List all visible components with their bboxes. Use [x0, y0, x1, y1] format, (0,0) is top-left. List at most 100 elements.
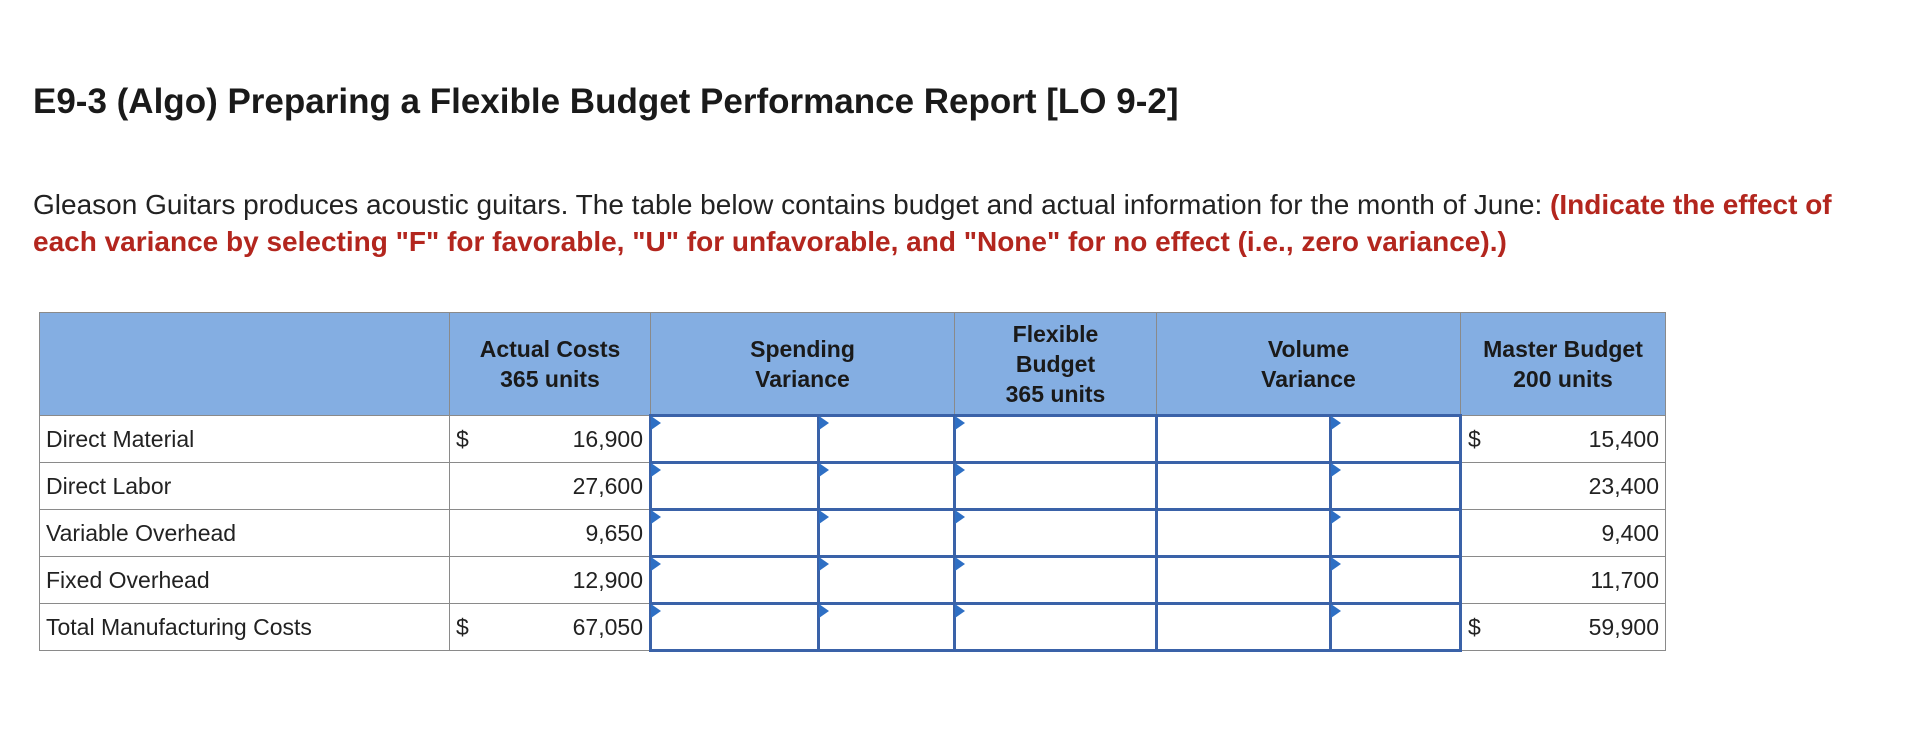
- column-header-line: Variance: [755, 365, 850, 392]
- column-header-line: Spending: [750, 335, 855, 362]
- input-cell[interactable]: [649, 602, 820, 652]
- input-cell[interactable]: [649, 414, 820, 464]
- dropdown-marker: [819, 557, 829, 571]
- row-label: Direct Material: [39, 415, 450, 463]
- input-cell[interactable]: [953, 602, 1158, 652]
- table-body: Direct Material $16,900 $15,400 Direct Labo…: [39, 414, 1666, 652]
- amount: 9,650: [585, 519, 643, 546]
- table-row: Total Manufacturing Costs $67,050 $59,900: [39, 602, 1666, 652]
- dropdown-marker: [1331, 510, 1341, 524]
- column-header: Master Budget 200 units: [1460, 312, 1666, 416]
- column-header-line: Budget: [1015, 350, 1096, 377]
- dropdown-marker: [651, 557, 661, 571]
- table-row: Fixed Overhead 12,900 11,700: [39, 555, 1666, 605]
- table-row: Direct Material $16,900 $15,400: [39, 414, 1666, 464]
- column-header-line: 365 units: [500, 366, 600, 392]
- dropdown-marker: [651, 416, 661, 430]
- table-row: Direct Labor 27,600 23,400: [39, 461, 1666, 511]
- dropdown-marker: [1331, 604, 1341, 618]
- input-cell[interactable]: [953, 461, 1158, 511]
- master-cell: 11,700: [1460, 556, 1666, 604]
- column-header-line: Flexible: [1012, 320, 1099, 347]
- input-cell[interactable]: [1329, 461, 1462, 511]
- dropdown-marker: [651, 463, 661, 477]
- dropdown-marker: [651, 510, 661, 524]
- dropdown-marker: [1331, 557, 1341, 571]
- row-label: Direct Labor: [39, 462, 450, 510]
- input-cell[interactable]: [1155, 461, 1332, 511]
- amount: 15,400: [1588, 425, 1659, 452]
- dropdown-marker: [819, 416, 829, 430]
- master-cell: 23,400: [1460, 462, 1666, 510]
- actual-cell: 9,650: [449, 509, 651, 557]
- actual-cell: $16,900: [449, 415, 651, 463]
- dropdown-marker: [1331, 463, 1341, 477]
- amount: 27,600: [572, 472, 643, 499]
- column-header: Flexible Budget 365 units: [954, 312, 1157, 416]
- amount: 11,700: [1590, 566, 1659, 593]
- amount: 23,400: [1588, 472, 1659, 499]
- instructions-emphasis: (Indicate the effect of each variance by…: [33, 189, 1832, 257]
- column-header-line: Actual Costs: [479, 336, 621, 362]
- master-cell: $15,400: [1460, 415, 1666, 463]
- column-header-line: Variance: [1261, 365, 1356, 392]
- input-cell[interactable]: [817, 602, 956, 652]
- input-cell[interactable]: [1329, 555, 1462, 605]
- input-cell[interactable]: [649, 461, 820, 511]
- amount: 9,400: [1601, 519, 1659, 546]
- input-cell[interactable]: [1155, 414, 1332, 464]
- column-header-line: 200 units: [1513, 366, 1613, 392]
- input-cell[interactable]: [1155, 555, 1332, 605]
- actual-cell: 27,600: [449, 462, 651, 510]
- dropdown-marker: [819, 510, 829, 524]
- budget-table: Actual Costs 365 units Spending Variance Fle…: [39, 312, 1666, 652]
- amount: 67,050: [572, 613, 643, 640]
- column-header: Spending Variance: [650, 312, 955, 416]
- column-header-line: Volume: [1267, 335, 1350, 362]
- dropdown-marker: [819, 604, 829, 618]
- currency: $: [456, 425, 469, 452]
- instructions: Gleason Guitars produces acoustic guitar…: [33, 186, 1893, 260]
- amount: 59,900: [1588, 613, 1659, 640]
- input-cell[interactable]: [1155, 602, 1332, 652]
- actual-cell: $67,050: [449, 603, 651, 651]
- amount: 16,900: [572, 425, 643, 452]
- input-cell[interactable]: [953, 414, 1158, 464]
- column-header: Actual Costs 365 units: [449, 312, 651, 416]
- row-label: Total Manufacturing Costs: [39, 603, 450, 651]
- input-cell[interactable]: [817, 414, 956, 464]
- dropdown-marker: [819, 463, 829, 477]
- dropdown-marker: [651, 604, 661, 618]
- row-label: Variable Overhead: [39, 509, 450, 557]
- dropdown-marker: [955, 416, 965, 430]
- input-cell[interactable]: [1329, 414, 1462, 464]
- header-cell: [39, 312, 450, 416]
- instructions-text: Gleason Guitars produces acoustic guitar…: [33, 189, 1543, 220]
- master-cell: 9,400: [1460, 509, 1666, 557]
- input-cell[interactable]: [953, 508, 1158, 558]
- dropdown-marker: [955, 604, 965, 618]
- table-row: Variable Overhead 9,650 9,400: [39, 508, 1666, 558]
- currency: $: [1468, 425, 1481, 452]
- dropdown-marker: [955, 557, 965, 571]
- header-row: Actual Costs 365 units Spending Variance Fle…: [39, 312, 1666, 416]
- input-cell[interactable]: [649, 508, 820, 558]
- input-cell[interactable]: [1329, 508, 1462, 558]
- currency: $: [1468, 613, 1481, 640]
- input-cell[interactable]: [817, 461, 956, 511]
- column-header-line: 365 units: [1005, 380, 1106, 407]
- input-cell[interactable]: [1329, 602, 1462, 652]
- input-cell[interactable]: [1155, 508, 1332, 558]
- input-cell[interactable]: [817, 555, 956, 605]
- dropdown-marker: [1331, 416, 1341, 430]
- input-cell[interactable]: [649, 555, 820, 605]
- input-cell[interactable]: [953, 555, 1158, 605]
- currency: $: [456, 613, 469, 640]
- input-cell[interactable]: [817, 508, 956, 558]
- dropdown-marker: [955, 463, 965, 477]
- actual-cell: 12,900: [449, 556, 651, 604]
- column-header: Volume Variance: [1156, 312, 1461, 416]
- master-cell: $59,900: [1460, 603, 1666, 651]
- dropdown-marker: [955, 510, 965, 524]
